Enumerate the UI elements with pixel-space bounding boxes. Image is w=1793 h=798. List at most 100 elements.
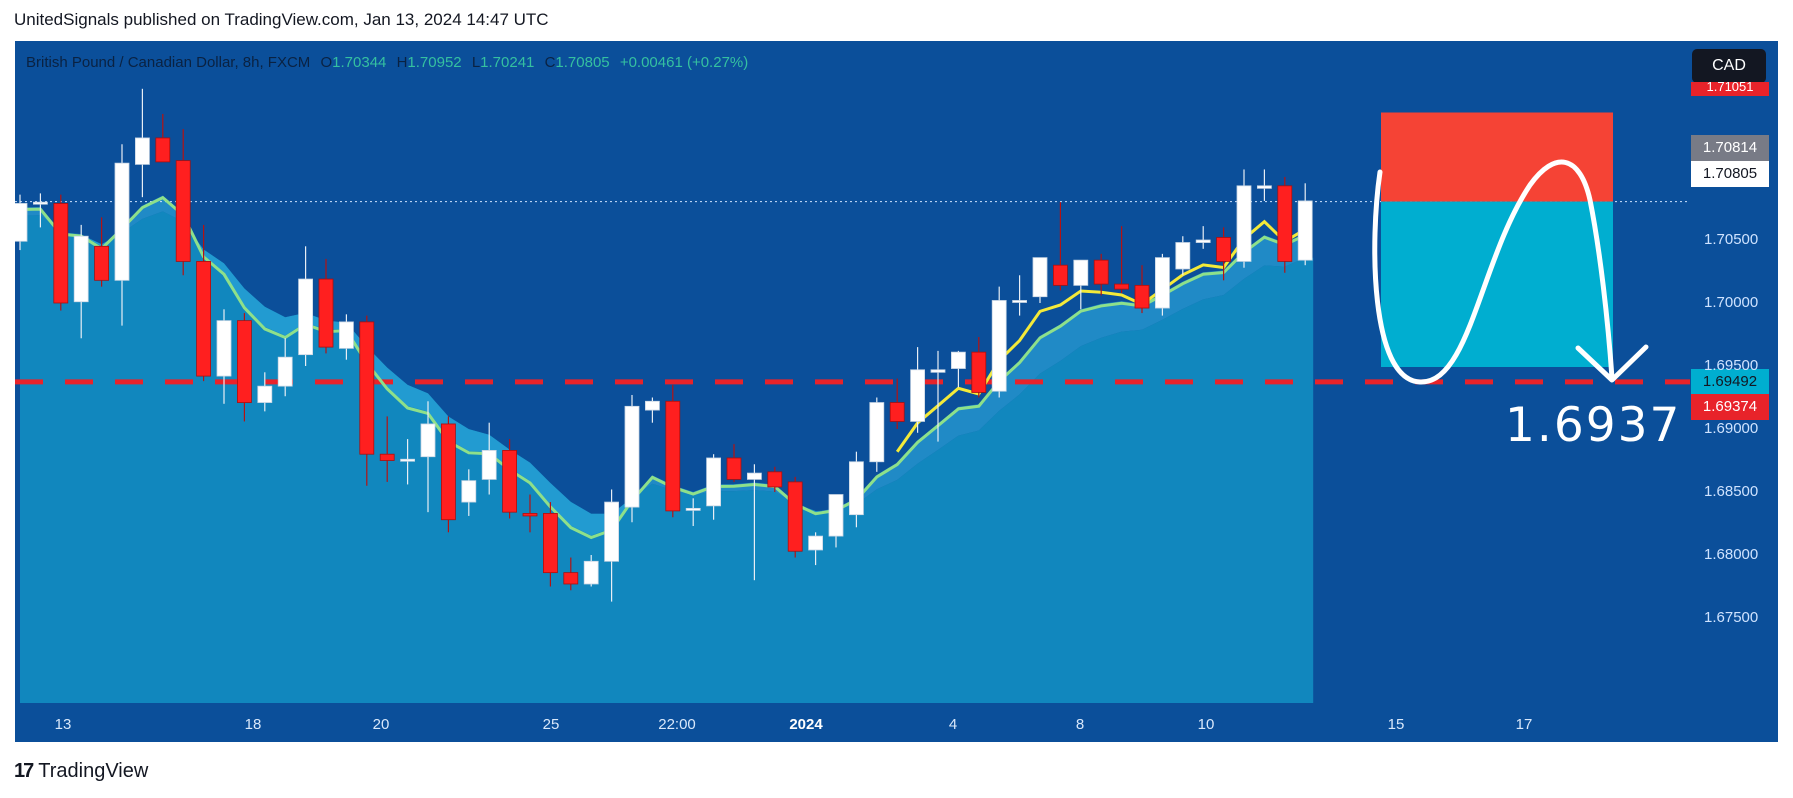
candle	[53, 194, 69, 311]
time-tick-label: 2024	[789, 716, 823, 733]
candle	[1032, 257, 1048, 303]
close-label: C	[544, 54, 556, 71]
candle-body	[563, 572, 579, 585]
candle	[685, 498, 701, 527]
candle-body	[502, 450, 518, 513]
candle	[726, 444, 742, 482]
symbol-name[interactable]: British Pound / Canadian Dollar, 8h, FXC…	[26, 54, 311, 71]
candle-body	[440, 423, 456, 521]
candle-body	[604, 501, 619, 562]
candle-body	[155, 137, 171, 163]
candle-body	[726, 457, 742, 480]
level-price-tag: 1.69374	[1691, 394, 1769, 420]
target-zone	[1381, 201, 1613, 368]
candle-body	[257, 385, 273, 403]
candle-body	[216, 320, 232, 377]
price-tick-label: 1.68500	[1704, 483, 1759, 500]
candle-body	[706, 457, 721, 507]
candle	[1257, 169, 1272, 201]
time-tick-label: 13	[54, 716, 72, 733]
candle	[440, 416, 456, 533]
candle	[971, 337, 987, 398]
low-label: L	[471, 54, 481, 71]
candle-body	[481, 450, 497, 480]
tv-logo-mark: 17	[14, 760, 34, 782]
candle	[236, 313, 252, 422]
candle-body	[645, 400, 660, 411]
candle-body	[33, 201, 48, 205]
candle	[196, 224, 212, 382]
target-annotation: 1.6937	[1505, 398, 1682, 453]
open-value: 1.70344	[332, 54, 387, 71]
candle-body	[379, 453, 395, 461]
candle	[1277, 177, 1293, 273]
candle-body	[808, 535, 823, 551]
candle-body	[849, 461, 864, 516]
candle	[318, 258, 334, 354]
candle-body	[522, 513, 538, 517]
candle	[94, 217, 109, 287]
candle-body	[1012, 300, 1027, 303]
candle-body	[685, 507, 701, 511]
candle	[787, 476, 803, 558]
high-value: 1.70952	[407, 54, 462, 71]
candle-body	[1277, 185, 1293, 262]
currency-badge[interactable]: CAD	[1692, 49, 1766, 83]
candle-body	[114, 162, 130, 281]
candle-body	[134, 137, 150, 165]
candle-body	[971, 351, 987, 393]
candle	[665, 384, 681, 518]
ma-ribbon-band	[20, 195, 1306, 536]
price-tick-label: 1.70000	[1704, 294, 1759, 311]
candle	[849, 451, 864, 528]
high-label: H	[396, 54, 408, 71]
candle	[1175, 236, 1191, 276]
tradingview-logo[interactable]: 17 TradingView	[14, 760, 148, 783]
time-tick-label: 8	[1075, 716, 1085, 733]
candle	[481, 422, 497, 495]
candle	[747, 464, 762, 581]
candle-body	[1257, 185, 1272, 189]
candle-body	[869, 402, 885, 463]
candle	[767, 466, 783, 492]
candle-body	[15, 203, 28, 242]
candle	[1114, 226, 1129, 293]
candle-body	[543, 513, 558, 574]
candle-body	[461, 480, 477, 503]
price-tick-label: 1.68000	[1704, 546, 1759, 563]
target-price-tag: 1.69492	[1691, 369, 1769, 395]
time-tick-label: 17	[1515, 716, 1533, 733]
candle	[624, 394, 640, 523]
time-tick-label: 18	[244, 716, 262, 733]
candle-body	[1216, 237, 1231, 262]
low-value: 1.70241	[480, 54, 535, 71]
time-tick-label: 4	[948, 716, 958, 733]
candle	[15, 194, 28, 251]
candle-body	[236, 320, 252, 403]
candle-body	[94, 245, 109, 281]
ma-slow-line	[19, 195, 1306, 540]
candle	[1053, 202, 1068, 291]
candle-body	[1093, 259, 1109, 285]
candle	[1297, 183, 1313, 266]
candle-body	[1032, 257, 1048, 298]
candle-body	[298, 278, 314, 356]
candle-body	[1114, 283, 1129, 290]
time-tick-label: 10	[1197, 716, 1215, 733]
candle	[298, 246, 314, 366]
candle	[828, 494, 844, 548]
candle	[400, 439, 416, 485]
candle-body	[889, 402, 905, 422]
candle-body	[1073, 259, 1089, 286]
candle	[33, 193, 48, 228]
candle-body	[930, 369, 946, 373]
candle-body	[583, 560, 599, 585]
time-tick-label: 25	[542, 716, 560, 733]
candle	[543, 502, 558, 587]
candle	[889, 378, 905, 429]
candle	[379, 416, 395, 482]
candle	[930, 350, 946, 442]
candle	[1012, 275, 1027, 316]
candle-body	[277, 356, 293, 387]
